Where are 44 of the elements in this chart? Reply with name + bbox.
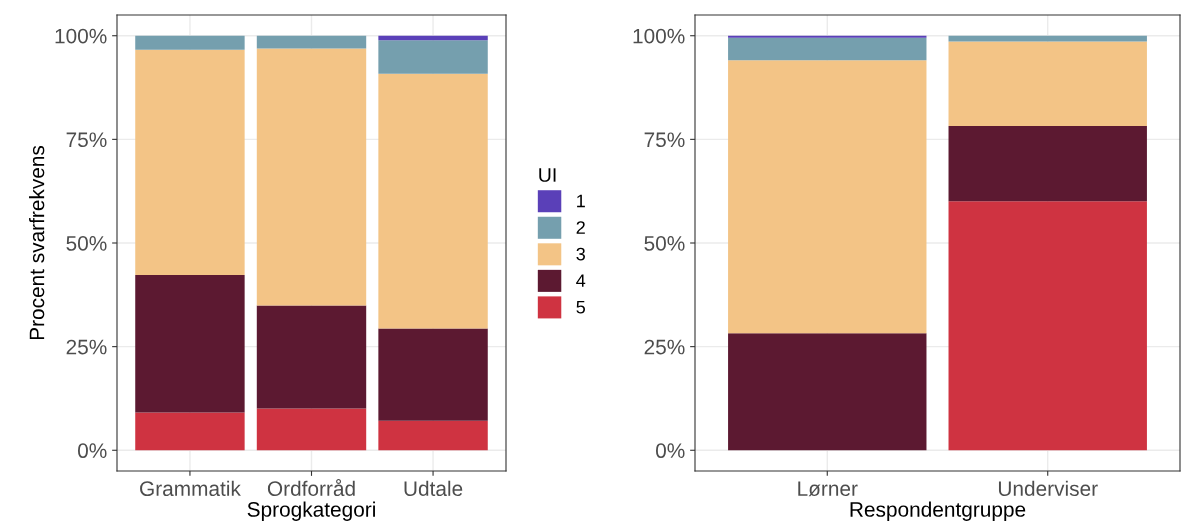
bar: [948, 35, 1147, 42]
x-tick-label: Ordforråd: [267, 479, 355, 497]
bar: [135, 35, 245, 50]
bar: [135, 274, 245, 413]
y-tick-label: 0%: [655, 443, 685, 459]
bar: [256, 35, 367, 49]
x-tick-label: Underviser: [998, 480, 1098, 497]
y-tick-label: 75%: [644, 132, 685, 148]
x-axis-title: Sprogkategori: [247, 501, 375, 521]
bar: [948, 126, 1147, 202]
bar: [728, 333, 927, 451]
x-tick-label: Udtale: [404, 480, 463, 497]
legend-label: 2: [576, 221, 585, 234]
bar: [135, 412, 245, 451]
y-tick-label: 50%: [66, 236, 107, 251]
y-axis-title: Procent svarfrekvens: [29, 145, 45, 340]
y-tick-label: 100%: [633, 28, 685, 44]
bar: [135, 49, 245, 275]
bar: [948, 201, 1147, 451]
y-tick-label: 100%: [55, 28, 107, 44]
bar: [948, 41, 1147, 127]
y-tick-label: 0%: [77, 443, 107, 459]
x-axis-title: Respondentgruppe: [850, 501, 1026, 521]
bar: [728, 60, 927, 334]
x-tick-label: Lørner: [798, 481, 858, 497]
bar: [256, 408, 367, 451]
legend-label: 1: [577, 194, 585, 208]
x-tick-label: Grammatik: [140, 480, 241, 497]
y-tick-label: 25%: [66, 339, 107, 355]
y-tick-label: 50%: [644, 236, 685, 251]
y-tick-label: 75%: [66, 132, 107, 148]
legend-label: 3: [576, 247, 585, 261]
bar: [378, 420, 488, 451]
y-tick-label: 25%: [644, 339, 685, 355]
bar: [728, 35, 927, 38]
legend-label: 5: [576, 300, 586, 314]
bar: [378, 73, 488, 329]
bar: [256, 305, 367, 409]
bar: [378, 328, 488, 421]
bar: [378, 40, 488, 74]
legend-title: UI: [539, 168, 556, 182]
bar: [256, 48, 367, 306]
legend-label: 4: [576, 274, 586, 287]
bar: [728, 37, 927, 61]
